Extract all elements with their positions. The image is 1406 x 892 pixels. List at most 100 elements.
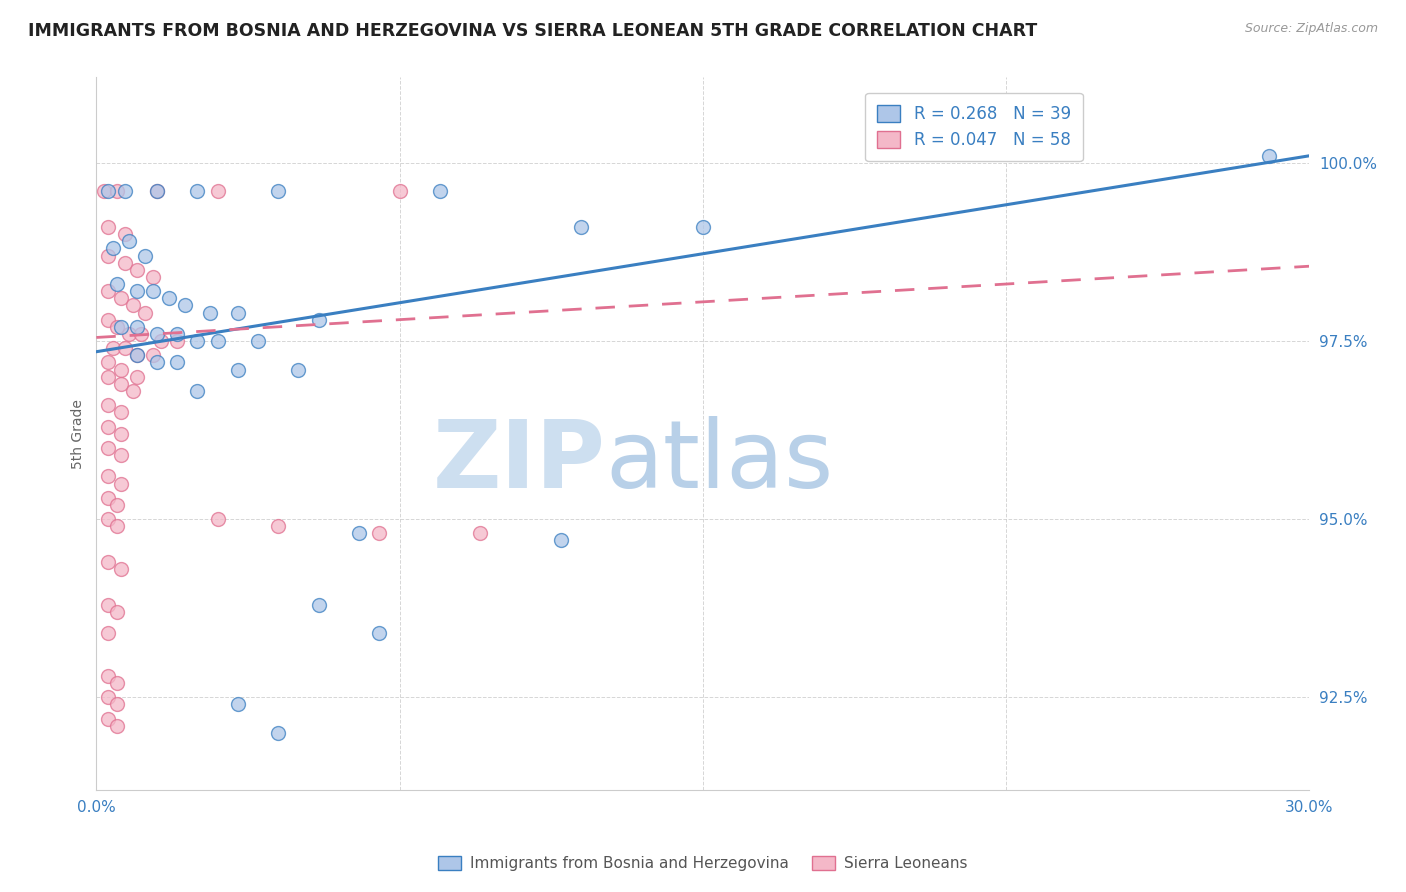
- Point: [105, 319, 128, 334]
- Point: [267, 185, 290, 199]
- Point: [110, 562, 132, 576]
- Point: [142, 348, 165, 362]
- Point: [97, 669, 120, 683]
- Point: [368, 526, 391, 541]
- Point: [226, 698, 249, 712]
- Point: [207, 185, 229, 199]
- Point: [110, 319, 132, 334]
- Point: [186, 384, 208, 398]
- Point: [121, 298, 143, 312]
- Point: [125, 319, 148, 334]
- Point: [101, 241, 124, 255]
- Point: [97, 398, 120, 412]
- Point: [186, 334, 208, 348]
- Point: [105, 719, 128, 733]
- Legend: Immigrants from Bosnia and Herzegovina, Sierra Leoneans: Immigrants from Bosnia and Herzegovina, …: [432, 850, 974, 877]
- Point: [226, 362, 249, 376]
- Point: [150, 334, 173, 348]
- Point: [97, 555, 120, 569]
- Point: [97, 441, 120, 455]
- Point: [142, 284, 165, 298]
- Point: [114, 255, 136, 269]
- Point: [97, 248, 120, 262]
- Point: [121, 384, 143, 398]
- Point: [207, 334, 229, 348]
- Point: [134, 248, 156, 262]
- Point: [347, 526, 370, 541]
- Point: [287, 362, 309, 376]
- Point: [105, 185, 128, 199]
- Point: [97, 598, 120, 612]
- Point: [97, 512, 120, 526]
- Text: Source: ZipAtlas.com: Source: ZipAtlas.com: [1244, 22, 1378, 36]
- Point: [207, 512, 229, 526]
- Point: [110, 476, 132, 491]
- Point: [125, 348, 148, 362]
- Point: [97, 419, 120, 434]
- Point: [97, 185, 120, 199]
- Point: [267, 519, 290, 533]
- Text: IMMIGRANTS FROM BOSNIA AND HERZEGOVINA VS SIERRA LEONEAN 5TH GRADE CORRELATION C: IMMIGRANTS FROM BOSNIA AND HERZEGOVINA V…: [28, 22, 1038, 40]
- Point: [110, 426, 132, 441]
- Point: [105, 519, 128, 533]
- Point: [114, 185, 136, 199]
- Point: [308, 598, 330, 612]
- Point: [157, 291, 180, 305]
- Point: [97, 312, 120, 326]
- Point: [97, 712, 120, 726]
- Point: [146, 355, 169, 369]
- Point: [146, 326, 169, 341]
- Point: [146, 185, 169, 199]
- Point: [142, 269, 165, 284]
- Y-axis label: 5th Grade: 5th Grade: [72, 399, 86, 468]
- Point: [114, 341, 136, 355]
- Point: [105, 676, 128, 690]
- Point: [110, 376, 132, 391]
- Point: [129, 326, 152, 341]
- Point: [125, 369, 148, 384]
- Point: [247, 334, 270, 348]
- Point: [166, 334, 188, 348]
- Point: [1257, 149, 1279, 163]
- Point: [368, 626, 391, 640]
- Point: [429, 185, 451, 199]
- Point: [308, 312, 330, 326]
- Point: [97, 284, 120, 298]
- Point: [470, 526, 492, 541]
- Point: [114, 227, 136, 242]
- Point: [110, 405, 132, 419]
- Point: [388, 185, 411, 199]
- Point: [146, 185, 169, 199]
- Point: [550, 533, 572, 548]
- Point: [110, 362, 132, 376]
- Point: [97, 469, 120, 483]
- Point: [125, 262, 148, 277]
- Point: [186, 185, 208, 199]
- Point: [97, 220, 120, 235]
- Point: [110, 448, 132, 462]
- Point: [97, 369, 120, 384]
- Point: [97, 626, 120, 640]
- Point: [110, 291, 132, 305]
- Point: [571, 220, 593, 235]
- Text: atlas: atlas: [606, 417, 834, 508]
- Point: [174, 298, 197, 312]
- Legend: R = 0.268   N = 39, R = 0.047   N = 58: R = 0.268 N = 39, R = 0.047 N = 58: [866, 93, 1083, 161]
- Point: [105, 605, 128, 619]
- Point: [125, 284, 148, 298]
- Point: [97, 690, 120, 705]
- Point: [101, 341, 124, 355]
- Point: [692, 220, 714, 235]
- Point: [93, 185, 115, 199]
- Point: [105, 498, 128, 512]
- Point: [97, 355, 120, 369]
- Text: ZIP: ZIP: [433, 417, 606, 508]
- Point: [118, 326, 141, 341]
- Point: [226, 305, 249, 319]
- Point: [166, 326, 188, 341]
- Point: [198, 305, 221, 319]
- Point: [125, 348, 148, 362]
- Point: [134, 305, 156, 319]
- Point: [105, 698, 128, 712]
- Point: [105, 277, 128, 291]
